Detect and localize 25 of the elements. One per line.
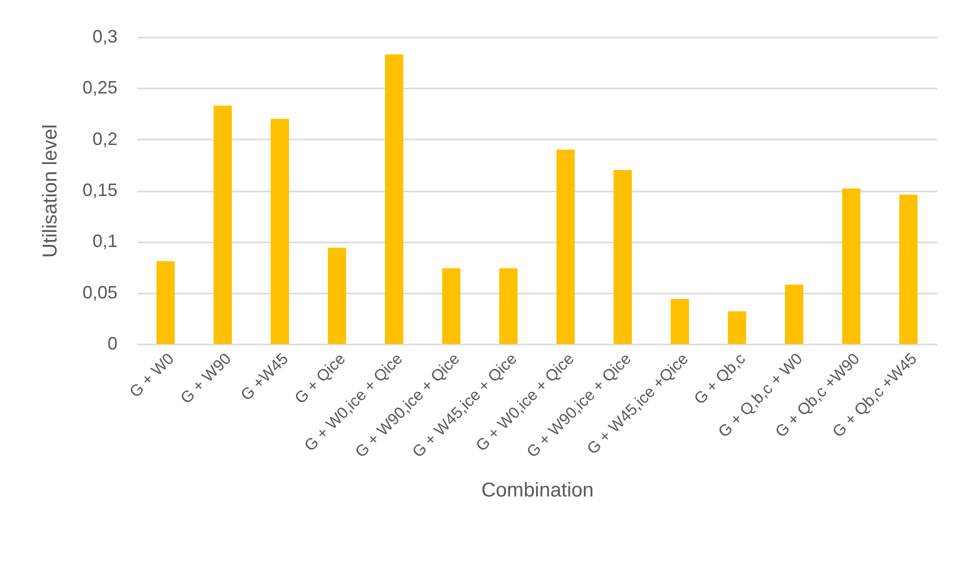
bar <box>785 284 804 344</box>
bar <box>670 298 689 344</box>
y-axis-title: Utilisation level <box>39 124 62 258</box>
y-tick-label: 0,25 <box>82 78 118 98</box>
bar <box>385 54 404 344</box>
bar <box>214 106 232 344</box>
bar <box>556 150 575 344</box>
bar <box>614 170 632 344</box>
y-tick-label: 0 <box>107 334 118 354</box>
x-tick-label: G + W90 <box>178 350 235 408</box>
y-tick-label: 0,05 <box>82 282 118 302</box>
bar <box>499 268 518 344</box>
bar <box>270 118 289 344</box>
bar <box>899 194 918 344</box>
bar <box>728 311 746 344</box>
bar <box>156 261 175 344</box>
bar <box>842 188 860 344</box>
y-tick-label: 0,1 <box>92 231 118 252</box>
x-tick-label: G + W0 <box>126 350 178 402</box>
bar <box>328 248 346 344</box>
y-tick-label: 0,15 <box>82 180 118 200</box>
bar <box>442 268 460 344</box>
y-tick-label: 0,2 <box>92 128 118 149</box>
y-tick-label: 0,3 <box>92 26 118 46</box>
x-axis-title: Combination <box>481 480 594 502</box>
